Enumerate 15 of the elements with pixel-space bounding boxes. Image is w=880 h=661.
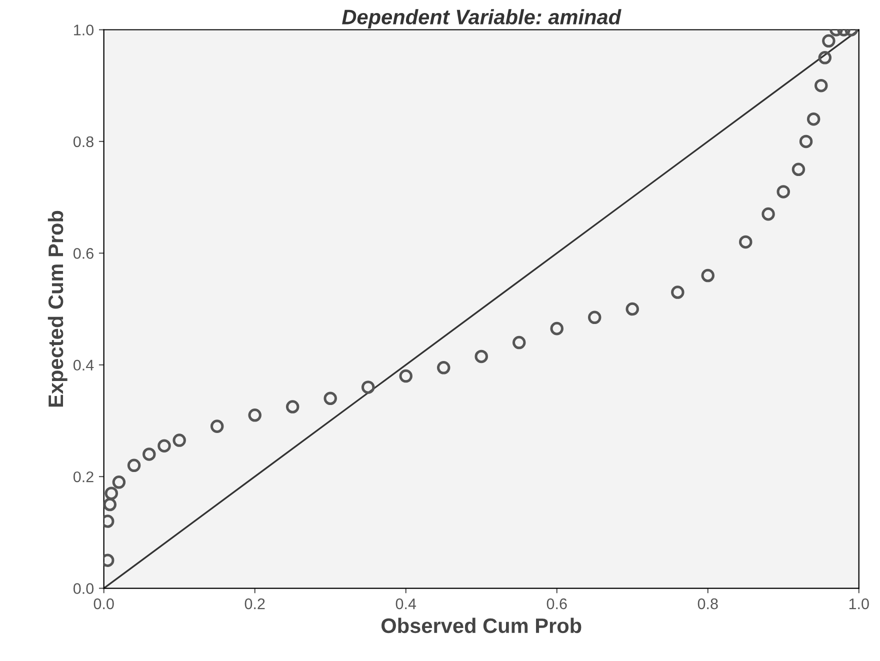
y-tick-label: 1.0 [74,24,94,36]
y-tick-label: 0.2 [73,471,94,482]
y-tick-label: 0.6 [73,248,94,259]
x-tick-label: 0.2 [244,598,265,610]
x-tick-label: 0.6 [546,598,567,610]
y-axis-title: Expected Cum Prob [48,210,68,407]
y-tick-label: 0.0 [73,583,94,594]
x-axis-title: Observed Cum Prob [382,618,582,634]
x-tick-label: 0.0 [94,598,114,610]
x-tick-label: 0.8 [698,598,718,610]
chart-title: Dependent Variable: aminad [342,9,622,29]
y-tick-label: 0.8 [73,136,94,148]
x-tick-label: 1.0 [849,598,869,610]
x-tick-label: 0.4 [396,598,416,610]
y-tick-label: 0.4 [73,360,94,371]
